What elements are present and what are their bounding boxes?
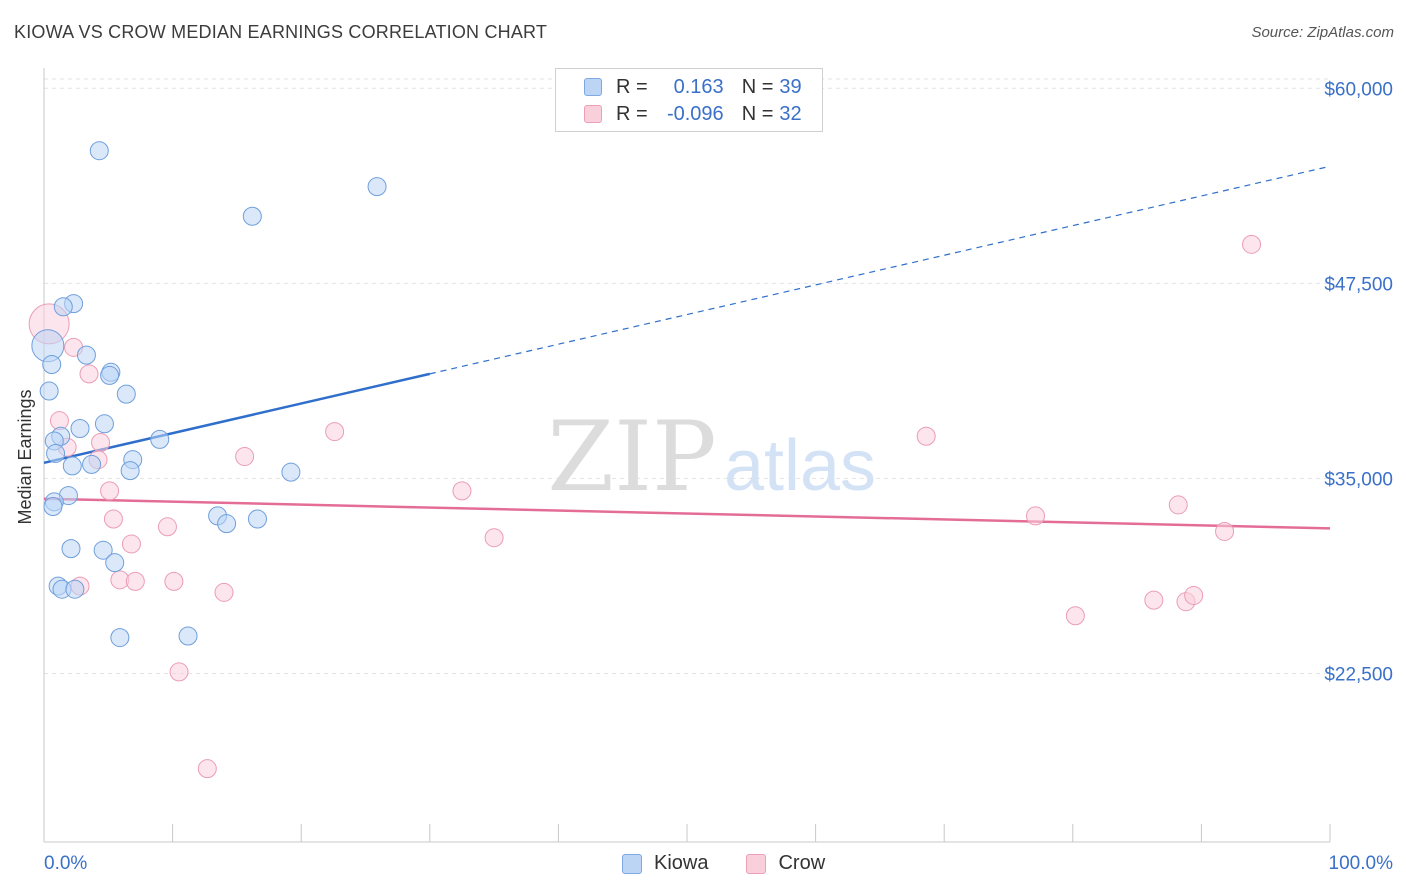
crow-point xyxy=(1144,590,1164,610)
y-tick-label: $47,500 xyxy=(1324,274,1393,295)
crow-point xyxy=(235,447,255,467)
crow-point xyxy=(157,517,177,537)
watermark-zip: ZIP xyxy=(547,401,716,513)
legend-r-value: 0.163 xyxy=(673,75,724,98)
legend-item-crow: Crow xyxy=(746,852,825,875)
chart-title: KIOWA VS CROW MEDIAN EARNINGS CORRELATIO… xyxy=(14,22,548,42)
kiowa-point xyxy=(150,429,170,449)
y-tick-label: $60,000 xyxy=(1324,79,1393,100)
crow-point xyxy=(164,571,184,591)
watermark-atlas: atlas xyxy=(724,426,876,506)
crow-point xyxy=(1168,495,1188,515)
kiowa-point xyxy=(65,579,85,599)
x-tick-labels: 0.0% 100.0% xyxy=(44,853,1393,874)
legend-row-kiowa: R = 0.163 N = 39 xyxy=(584,75,802,99)
kiowa-point xyxy=(105,553,125,573)
legend-r-label: R = xyxy=(616,75,648,98)
legend-r-label: R = xyxy=(616,102,648,125)
y-axis-label: Median Earnings xyxy=(15,389,35,524)
legend-item-kiowa: Kiowa xyxy=(622,852,708,875)
crow-point xyxy=(1242,234,1262,254)
y-tick-label: $35,000 xyxy=(1324,469,1393,490)
crow-point xyxy=(197,759,217,779)
kiowa-point xyxy=(217,514,237,534)
crow-swatch-icon xyxy=(584,105,602,123)
kiowa-point xyxy=(281,462,301,482)
kiowa-trend-extension xyxy=(429,165,1331,375)
kiowa-point xyxy=(42,354,62,374)
crow-point xyxy=(79,364,99,384)
kiowa-point xyxy=(367,177,387,197)
crow-point xyxy=(452,481,472,501)
kiowa-point xyxy=(70,418,90,438)
crow-legend-label: Crow xyxy=(778,852,826,874)
kiowa-point xyxy=(61,539,81,559)
crow-point xyxy=(1215,521,1235,541)
watermark: ZIP atlas xyxy=(547,401,876,513)
series-legend: Kiowa Crow xyxy=(622,852,863,875)
crow-point xyxy=(125,571,145,591)
crow-point xyxy=(100,481,120,501)
kiowa-point xyxy=(247,509,267,529)
legend-n-label: N = xyxy=(741,102,774,125)
kiowa-point xyxy=(100,365,120,385)
correlation-legend: R = 0.163 N = 39 R = -0.096 N = 32 xyxy=(555,68,823,132)
kiowa-legend-icon xyxy=(622,853,642,874)
kiowa-point xyxy=(43,496,63,516)
legend-n-value: 39 xyxy=(779,75,802,98)
crow-point xyxy=(484,528,504,548)
crow-trend-line xyxy=(43,497,1331,530)
crow-point xyxy=(1065,606,1085,626)
crow-point xyxy=(214,582,234,602)
y-tick-label: $22,500 xyxy=(1324,664,1393,685)
crow-point xyxy=(121,534,141,554)
crow-point xyxy=(1026,506,1046,526)
kiowa-point xyxy=(110,628,130,648)
legend-row-crow: R = -0.096 N = 32 xyxy=(584,102,802,126)
kiowa-point xyxy=(89,141,109,161)
kiowa-point xyxy=(62,456,82,476)
kiowa-point xyxy=(120,461,140,481)
kiowa-points xyxy=(31,141,387,648)
kiowa-swatch-icon xyxy=(584,78,602,96)
source-credit: Source: ZipAtlas.com xyxy=(1251,24,1394,41)
crow-point xyxy=(103,509,123,529)
kiowa-point xyxy=(39,381,59,401)
kiowa-point xyxy=(94,414,114,434)
kiowa-point xyxy=(93,540,113,560)
crow-point xyxy=(916,426,936,446)
x-tick-label: 100.0% xyxy=(1329,853,1394,874)
x-tick-label: 0.0% xyxy=(44,853,87,874)
legend-r-value: -0.096 xyxy=(666,102,724,125)
axes xyxy=(43,68,1331,843)
crow-point xyxy=(91,433,111,453)
kiowa-legend-label: Kiowa xyxy=(654,852,709,874)
y-tick-labels: $22,500 $35,000 $47,500 $60,000 xyxy=(1324,79,1393,685)
crow-point xyxy=(1184,585,1204,605)
crow-point xyxy=(169,662,189,682)
kiowa-point xyxy=(53,297,73,317)
kiowa-point xyxy=(178,626,198,646)
crow-legend-icon xyxy=(746,853,767,874)
kiowa-point xyxy=(242,206,262,226)
grid-lines xyxy=(44,78,1330,674)
kiowa-point xyxy=(82,454,102,474)
legend-n-label: N = xyxy=(741,75,774,98)
kiowa-point xyxy=(76,345,96,365)
kiowa-point xyxy=(116,384,136,404)
legend-n-value: 32 xyxy=(779,102,802,125)
crow-point xyxy=(325,422,345,442)
kiowa-point xyxy=(46,443,66,463)
